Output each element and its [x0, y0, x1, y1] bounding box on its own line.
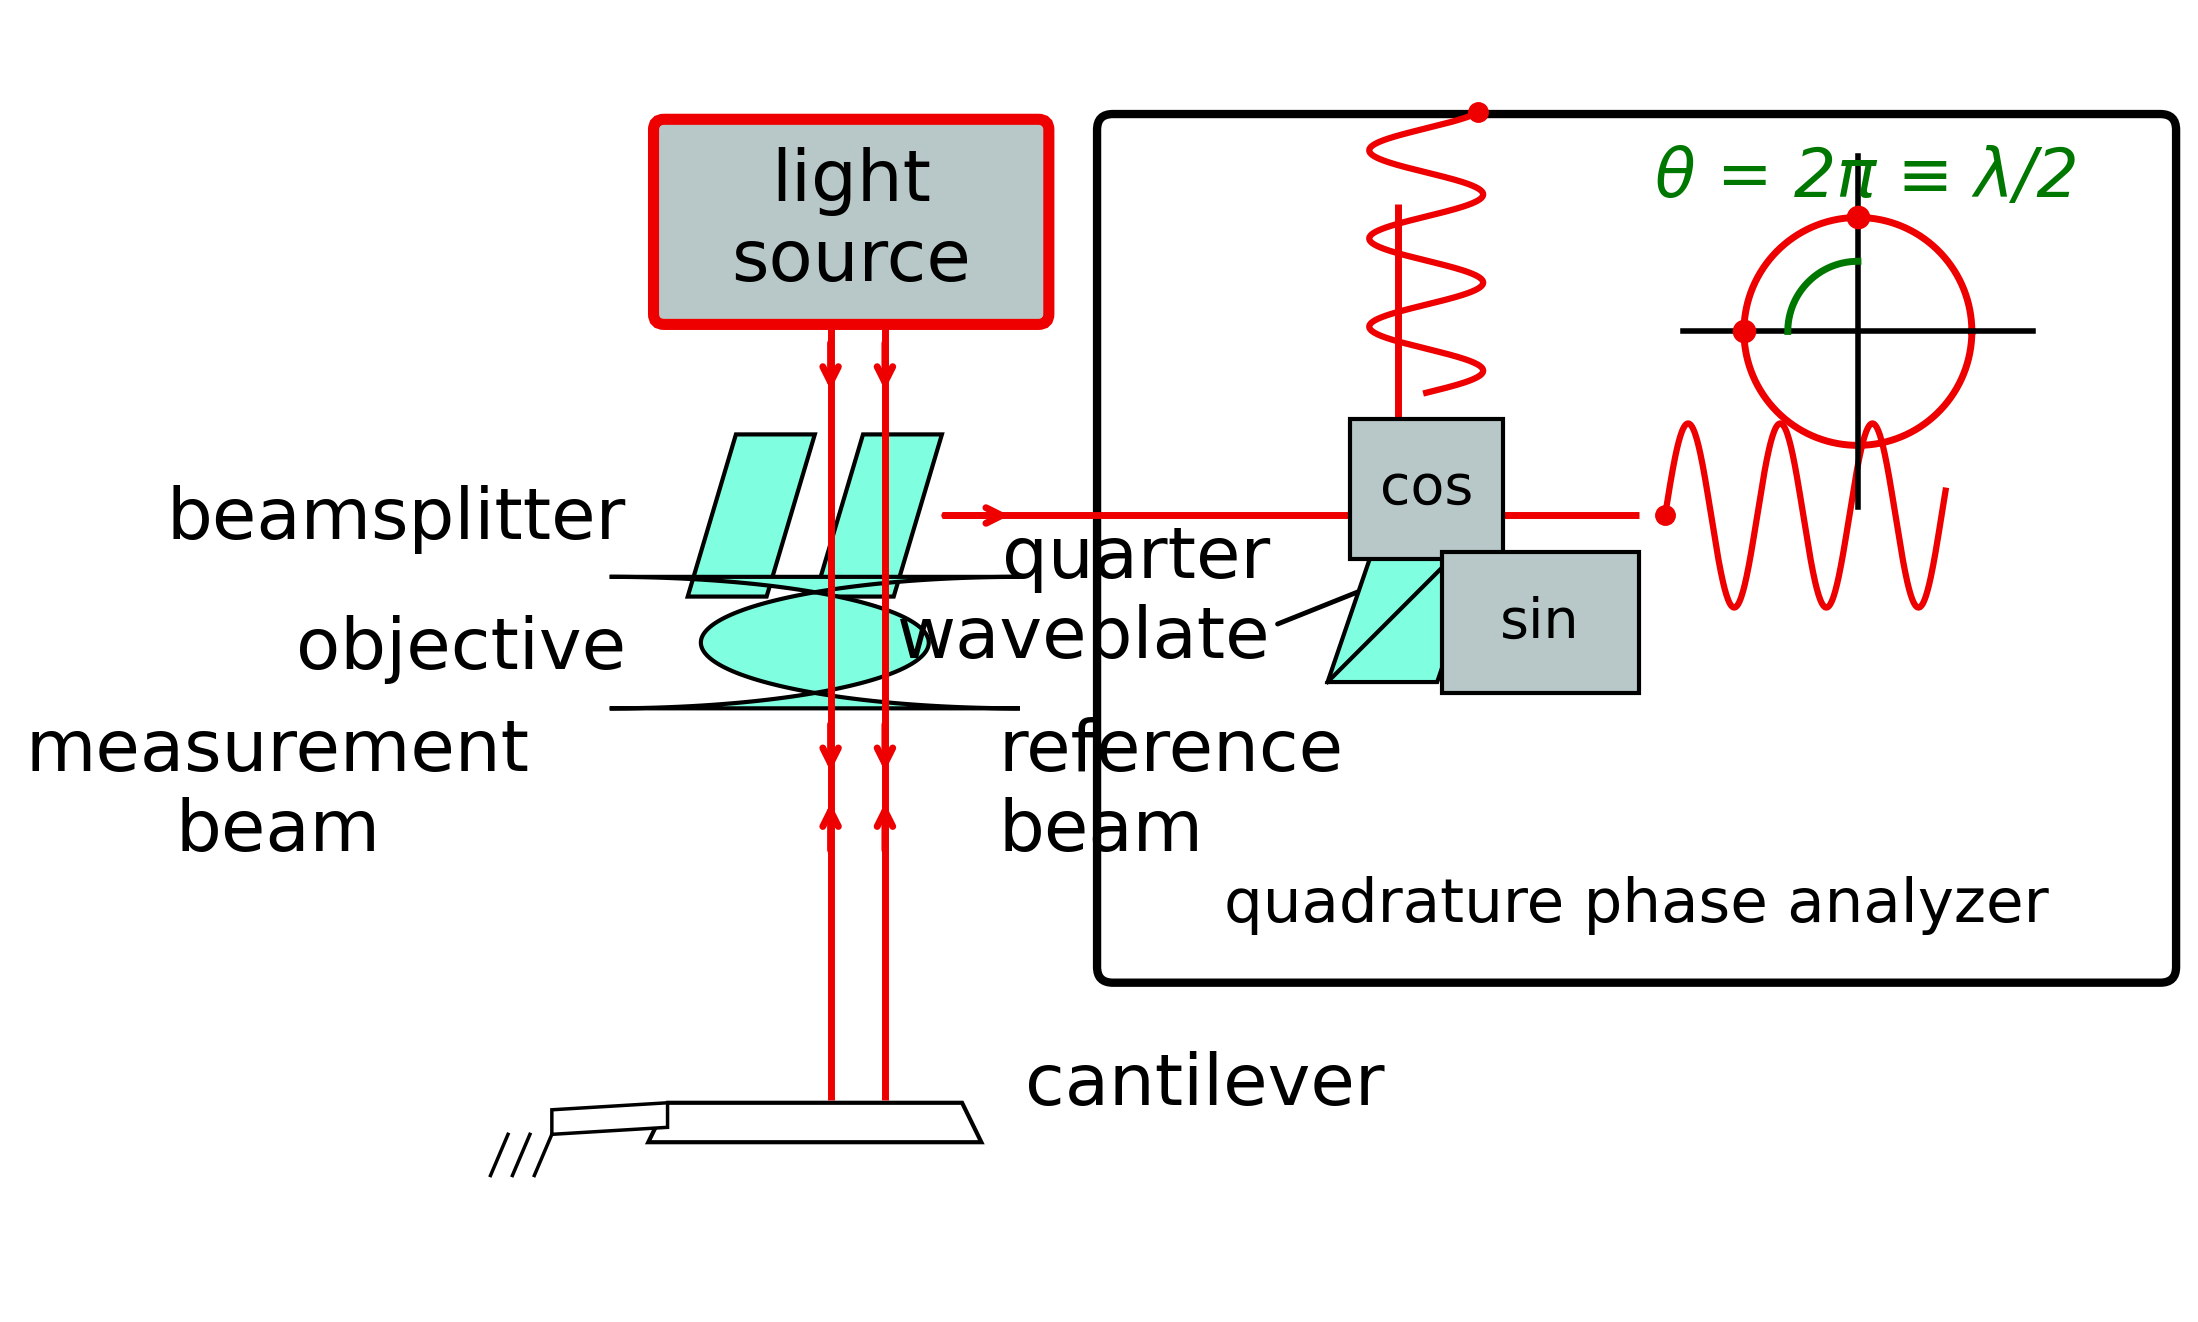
Bar	[1442, 553, 1640, 693]
Text: quadrature phase analyzer: quadrature phase analyzer	[1224, 876, 2049, 935]
Polygon shape	[552, 1103, 668, 1134]
Text: measurement
beam: measurement beam	[26, 718, 530, 866]
FancyBboxPatch shape	[1097, 114, 2176, 982]
Text: θ = 2π ≡ λ/2: θ = 2π ≡ λ/2	[1655, 145, 2079, 212]
Text: cos: cos	[1380, 463, 1473, 516]
Polygon shape	[1328, 516, 1495, 682]
Polygon shape	[815, 435, 943, 596]
Polygon shape	[648, 1103, 980, 1142]
Text: beamsplitter: beamsplitter	[167, 485, 626, 554]
Text: sin: sin	[1501, 595, 1580, 649]
Text: cantilever: cantilever	[1024, 1051, 1385, 1120]
Text: light
source: light source	[732, 148, 972, 296]
Bar	[1350, 419, 1503, 559]
Polygon shape	[609, 576, 1020, 709]
Text: objective: objective	[297, 615, 626, 683]
FancyBboxPatch shape	[653, 119, 1048, 324]
Text: reference
beam: reference beam	[998, 718, 1343, 866]
Polygon shape	[688, 435, 815, 596]
Text: quarter
waveplate: quarter waveplate	[897, 525, 1270, 673]
